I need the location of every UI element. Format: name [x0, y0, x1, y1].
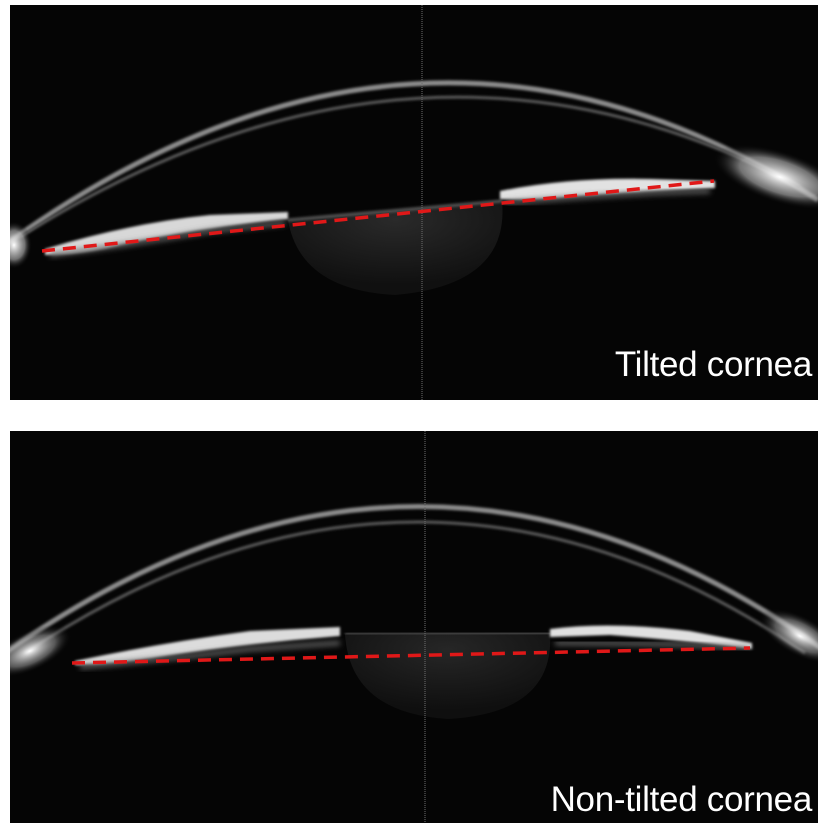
right-limbus-flare — [759, 608, 818, 664]
cornea-inner-surface — [19, 95, 801, 239]
oct-scan-non-tilted — [10, 431, 818, 823]
right-limbus-flare — [712, 144, 818, 210]
crystalline-lens — [345, 633, 551, 719]
panel-caption-non-tilted: Non-tilted cornea — [550, 780, 813, 819]
iris-left — [45, 212, 288, 255]
oct-scan-tilted — [10, 5, 818, 400]
iris-plane-reference-line — [71, 646, 751, 665]
cornea-inner-surface — [24, 520, 806, 655]
oct-panel-non-tilted: Non-tilted cornea — [10, 431, 818, 823]
iris-left — [75, 627, 340, 665]
oct-panel-tilted: Tilted cornea — [10, 5, 818, 400]
left-limbus-flare — [10, 221, 32, 269]
iris-right — [500, 178, 715, 200]
cornea-outer-surface — [10, 504, 818, 653]
crystalline-lens — [288, 201, 503, 295]
iris-right — [550, 625, 752, 649]
iris-right-shadow — [554, 641, 751, 651]
iris-plane-reference-line — [41, 179, 715, 253]
left-limbus-flare — [10, 624, 72, 678]
iris-left-shadow — [49, 221, 286, 257]
iris-left-shadow — [79, 641, 341, 669]
lens-anterior-surface — [344, 631, 551, 636]
panel-caption-tilted: Tilted cornea — [614, 345, 812, 384]
lens-anterior-surface — [287, 199, 503, 222]
cornea-outer-surface — [10, 80, 818, 245]
